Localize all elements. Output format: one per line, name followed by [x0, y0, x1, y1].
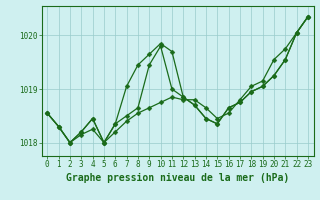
X-axis label: Graphe pression niveau de la mer (hPa): Graphe pression niveau de la mer (hPa)	[66, 173, 289, 183]
